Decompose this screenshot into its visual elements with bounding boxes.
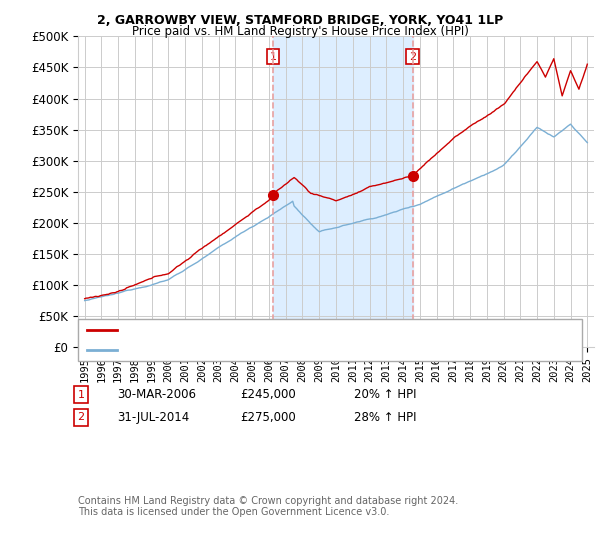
Text: 31-JUL-2014: 31-JUL-2014 — [117, 410, 189, 424]
Text: 2: 2 — [409, 52, 416, 62]
Text: 1: 1 — [77, 390, 85, 400]
Text: £245,000: £245,000 — [240, 388, 296, 402]
Text: 28% ↑ HPI: 28% ↑ HPI — [354, 410, 416, 424]
Text: 1: 1 — [269, 52, 277, 62]
Text: 20% ↑ HPI: 20% ↑ HPI — [354, 388, 416, 402]
Text: 2: 2 — [77, 412, 85, 422]
Text: Contains HM Land Registry data © Crown copyright and database right 2024.
This d: Contains HM Land Registry data © Crown c… — [78, 496, 458, 517]
Text: 2, GARROWBY VIEW, STAMFORD BRIDGE, YORK, YO41 1LP: 2, GARROWBY VIEW, STAMFORD BRIDGE, YORK,… — [97, 14, 503, 27]
Text: £275,000: £275,000 — [240, 410, 296, 424]
Bar — [273, 36, 413, 347]
Text: HPI: Average price, detached house, East Riding of Yorkshire: HPI: Average price, detached house, East… — [123, 345, 439, 355]
Text: 2, GARROWBY VIEW, STAMFORD BRIDGE, YORK, YO41 1LP (detached house): 2, GARROWBY VIEW, STAMFORD BRIDGE, YORK,… — [123, 325, 519, 335]
Text: Price paid vs. HM Land Registry's House Price Index (HPI): Price paid vs. HM Land Registry's House … — [131, 25, 469, 38]
Text: 30-MAR-2006: 30-MAR-2006 — [117, 388, 196, 402]
